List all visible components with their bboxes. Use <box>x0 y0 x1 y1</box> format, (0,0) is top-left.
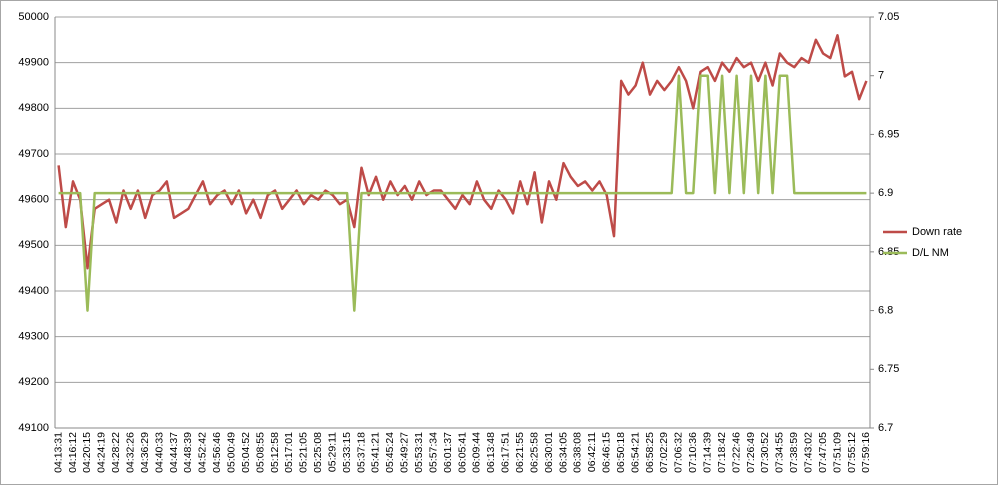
x-tick-label: 07:55:12 <box>846 432 858 473</box>
legend-label: D/L NM <box>912 247 949 259</box>
x-tick-label: 07:47:05 <box>817 432 829 473</box>
x-tick-label: 05:53:31 <box>413 432 425 473</box>
y-tick-label: 49300 <box>18 331 49 343</box>
x-tick-label: 04:40:33 <box>153 432 165 473</box>
x-tick-label: 05:12:58 <box>269 432 281 473</box>
x-tick-label: 04:32:26 <box>125 432 137 473</box>
x-tick-label: 06:01:37 <box>442 432 454 473</box>
x-tick-label: 05:17:01 <box>283 432 295 473</box>
x-tick-label: 06:54:21 <box>629 432 641 473</box>
x-tick-label: 06:42:11 <box>586 432 598 472</box>
series-line <box>57 34 868 270</box>
y2-tick-label: 7.05 <box>878 11 899 23</box>
x-tick-label: 06:25:58 <box>528 432 540 473</box>
x-tick-label: 07:06:32 <box>673 432 685 473</box>
x-tick-label: 06:50:18 <box>615 432 627 473</box>
x-tick-label: 05:08:55 <box>254 432 266 473</box>
y2-tick-label: 6.95 <box>878 128 899 140</box>
series-line <box>58 74 867 312</box>
y2-tick-label: 7 <box>878 70 884 82</box>
x-tick-label: 07:02:29 <box>658 432 670 473</box>
y-tick-label: 49500 <box>18 239 49 251</box>
x-tick-label: 05:00:49 <box>225 432 237 473</box>
y2-tick-label: 6.8 <box>878 304 893 316</box>
x-tick-label: 05:57:34 <box>427 432 439 473</box>
x-tick-label: 07:38:59 <box>788 432 800 473</box>
x-tick-label: 07:22:46 <box>730 432 742 473</box>
y-tick-label: 49700 <box>18 148 49 160</box>
x-tick-label: 05:04:52 <box>240 432 252 473</box>
x-tick-label: 06:46:15 <box>601 432 613 473</box>
x-tick-label: 06:09:44 <box>471 432 483 473</box>
x-tick-label: 07:59:16 <box>860 432 872 473</box>
x-tick-label: 07:30:52 <box>759 432 771 473</box>
y2-tick-label: 6.9 <box>878 187 893 199</box>
x-tick-label: 04:36:29 <box>139 432 151 473</box>
x-tick-label: 05:21:05 <box>298 432 310 473</box>
y-tick-label: 49600 <box>18 194 49 206</box>
x-tick-label: 06:05:41 <box>456 432 468 473</box>
y-tick-label: 49200 <box>18 376 49 388</box>
x-tick-label: 06:13:48 <box>485 432 497 473</box>
x-tick-label: 05:49:27 <box>399 432 411 473</box>
y-tick-label: 49100 <box>18 422 49 434</box>
legend-label: Down rate <box>912 226 962 238</box>
x-tick-label: 04:28:22 <box>110 432 122 473</box>
y-tick-label: 49800 <box>18 102 49 114</box>
x-tick-label: 04:20:15 <box>81 432 93 473</box>
x-tick-label: 06:34:05 <box>557 432 569 473</box>
x-tick-label: 07:18:42 <box>716 432 728 473</box>
x-tick-label: 05:45:24 <box>384 432 396 473</box>
x-tick-label: 05:29:11 <box>326 432 338 472</box>
y-tick-label: 49400 <box>18 285 49 297</box>
x-tick-label: 06:21:55 <box>514 432 526 473</box>
x-tick-label: 07:10:36 <box>687 432 699 473</box>
y2-tick-label: 6.7 <box>878 422 893 434</box>
y-tick-label: 49900 <box>18 57 49 69</box>
x-tick-label: 04:24:19 <box>96 432 108 473</box>
x-tick-label: 04:16:12 <box>67 432 79 473</box>
x-tick-label: 06:38:08 <box>572 432 584 473</box>
x-tick-label: 04:13:31 <box>52 432 64 473</box>
x-tick-label: 06:30:01 <box>543 432 555 473</box>
y-tick-label: 50000 <box>18 11 49 23</box>
x-tick-label: 05:37:18 <box>355 432 367 473</box>
x-tick-label: 07:51:09 <box>831 432 843 473</box>
x-tick-label: 07:43:02 <box>802 432 814 473</box>
x-tick-label: 05:25:08 <box>312 432 324 473</box>
x-tick-label: 05:41:21 <box>370 432 382 473</box>
x-tick-label: 07:26:49 <box>745 432 757 473</box>
x-tick-label: 07:14:39 <box>702 432 714 473</box>
x-tick-label: 05:33:15 <box>341 432 353 473</box>
x-tick-label: 06:17:51 <box>500 432 512 473</box>
x-tick-label: 04:52:42 <box>197 432 209 473</box>
x-tick-label: 07:34:55 <box>774 432 786 473</box>
x-tick-label: 06:58:25 <box>644 432 656 473</box>
y2-tick-label: 6.75 <box>878 363 899 375</box>
x-tick-label: 04:56:46 <box>211 432 223 473</box>
x-tick-label: 04:44:37 <box>168 432 180 473</box>
x-tick-label: 04:48:39 <box>182 432 194 473</box>
